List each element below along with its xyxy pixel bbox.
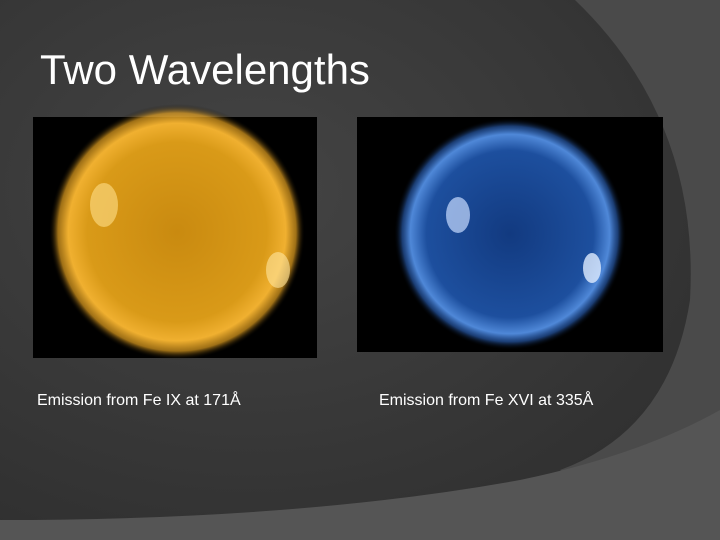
swoosh-bottom (0, 410, 720, 540)
swoosh-right (560, 0, 720, 506)
sun-image-orange (49, 104, 305, 360)
active-region (90, 183, 118, 227)
caption: Emission from Fe XVI at 335Å (379, 390, 594, 409)
active-region (583, 253, 601, 283)
slide-title: Two Wavelengths (40, 46, 370, 93)
active-region (266, 252, 290, 288)
sun-image-blue (394, 118, 626, 350)
caption: Emission from Fe IX at 171Å (37, 390, 241, 409)
active-region (446, 197, 470, 233)
